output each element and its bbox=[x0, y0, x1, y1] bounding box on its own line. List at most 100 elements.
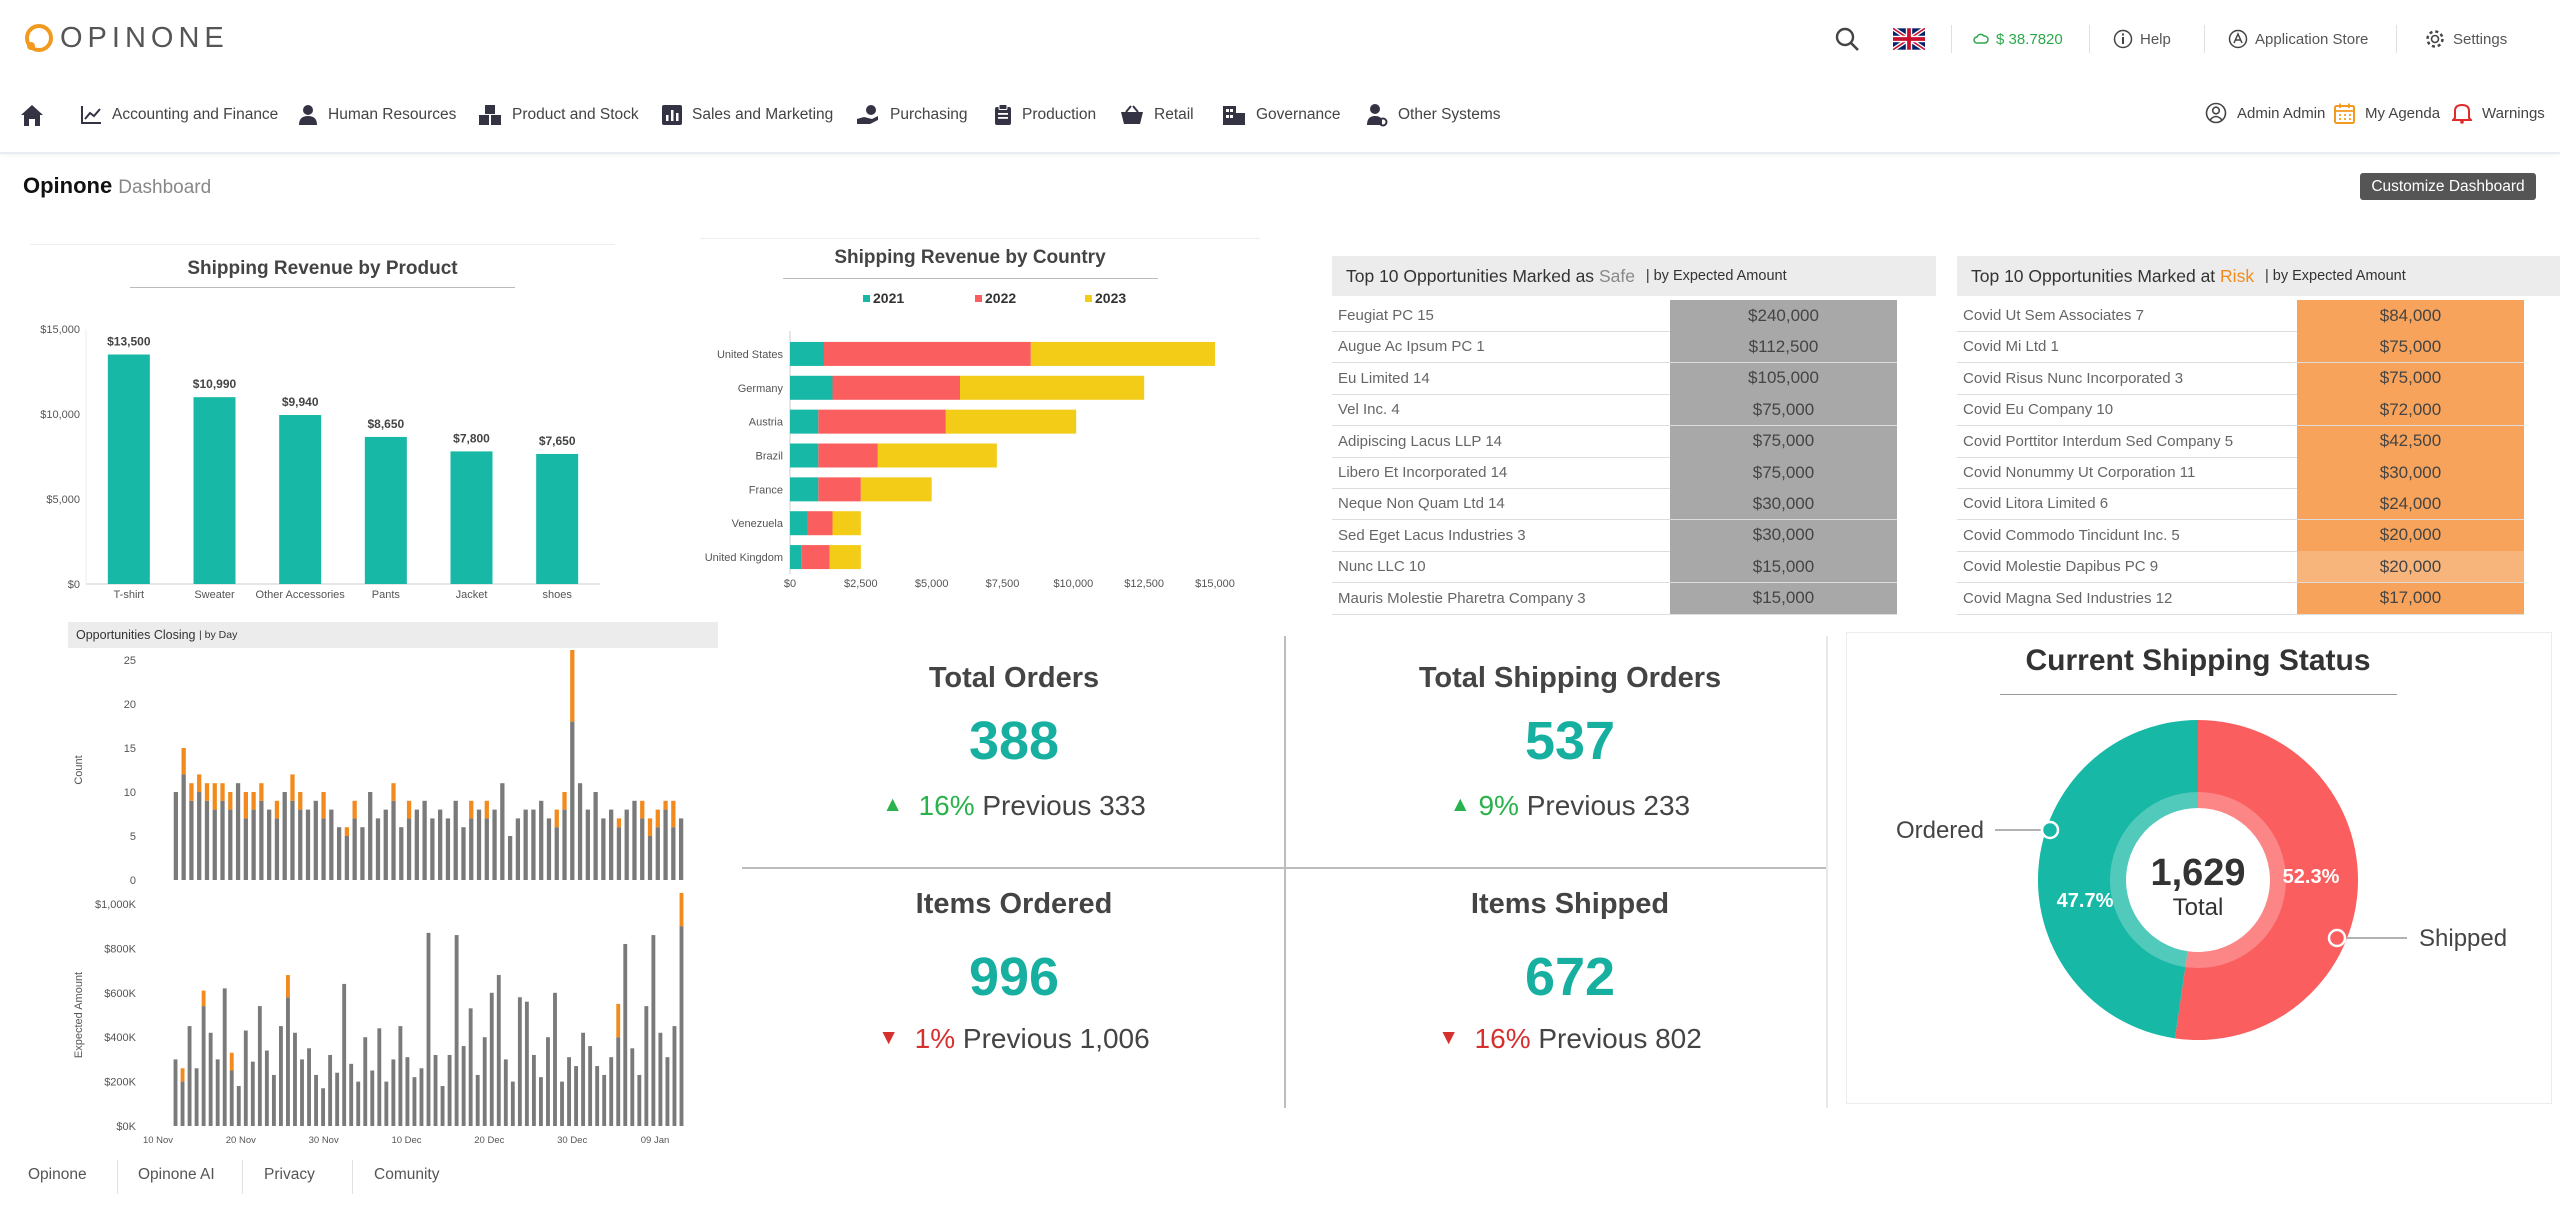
bar-segment bbox=[349, 1063, 354, 1126]
bar-segment bbox=[250, 1061, 255, 1126]
bar-segment bbox=[655, 809, 660, 828]
bar-segment bbox=[531, 1054, 536, 1126]
nav-human-resources[interactable]: Human Resources bbox=[298, 100, 456, 130]
risk-table-header: Top 10 Opportunities Marked at Risk | by… bbox=[1957, 256, 2560, 296]
legend-label: 2023 bbox=[1095, 290, 1126, 306]
donut-slice bbox=[2038, 720, 2198, 1039]
bar-segment bbox=[321, 818, 326, 880]
table-row[interactable]: Covid Ut Sem Associates 7 $84,000 bbox=[1957, 300, 2524, 332]
user-menu[interactable]: Admin Admin bbox=[2205, 98, 2325, 128]
bar-segment bbox=[286, 975, 290, 998]
table-row[interactable]: Eu Limited 14 $105,000 bbox=[1332, 362, 1897, 395]
bar-segment bbox=[453, 800, 458, 880]
table-row[interactable]: Adipiscing Lacus LLP 14 $75,000 bbox=[1332, 425, 1897, 458]
bar-segment bbox=[220, 783, 225, 801]
agenda-link[interactable]: My Agenda bbox=[2334, 98, 2440, 128]
table-row[interactable]: Covid Mi Ltd 1 $75,000 bbox=[1957, 331, 2524, 364]
app-logo[interactable]: OPINONE bbox=[22, 20, 229, 56]
nav-production[interactable]: Production bbox=[994, 100, 1096, 130]
bar-segment bbox=[475, 1074, 480, 1126]
table-row[interactable]: Covid Porttitor Interdum Sed Company 5 $4… bbox=[1957, 425, 2524, 458]
table-row[interactable]: Covid Risus Nunc Incorporated 3 $75,000 bbox=[1957, 362, 2524, 395]
app-store-link[interactable]: Application Store bbox=[2228, 27, 2368, 51]
app-store-icon bbox=[2228, 29, 2248, 49]
nav-other-systems[interactable]: Other Systems bbox=[1366, 100, 1501, 130]
table-row[interactable]: Covid Magna Sed Industries 12 $17,000 bbox=[1957, 582, 2524, 615]
bar-segment bbox=[637, 1074, 642, 1126]
bar-segment bbox=[679, 892, 684, 927]
customize-dashboard-button[interactable]: Customize Dashboard bbox=[2360, 173, 2536, 200]
nav-sales-marketing[interactable]: Sales and Marketing bbox=[662, 100, 833, 130]
bar-segment bbox=[251, 809, 256, 880]
x-tick-label: 20 Nov bbox=[226, 1135, 256, 1146]
expected-amount: $20,000 bbox=[2297, 551, 2524, 583]
balance-indicator[interactable]: $ 38.7820 bbox=[1973, 27, 2063, 51]
bar-segment bbox=[259, 783, 264, 801]
bar-segment bbox=[609, 1057, 614, 1126]
settings-link[interactable]: Settings bbox=[2424, 27, 2507, 51]
nav-governance[interactable]: Governance bbox=[1222, 100, 1340, 130]
table-row[interactable]: Libero Et Incorporated 14 $75,000 bbox=[1332, 457, 1897, 489]
bar-segment bbox=[829, 545, 861, 570]
footer-link-opinone-ai[interactable]: Opinone AI bbox=[138, 1166, 215, 1183]
nav-purchasing[interactable]: Purchasing bbox=[856, 100, 968, 130]
search-button[interactable] bbox=[1834, 27, 1867, 51]
footer-link-privacy[interactable]: Privacy bbox=[264, 1166, 315, 1183]
warnings-link[interactable]: Warnings bbox=[2452, 98, 2545, 128]
x-tick-label: 30 Dec bbox=[557, 1135, 587, 1146]
help-link[interactable]: Help bbox=[2113, 27, 2171, 51]
bar-segment bbox=[412, 1077, 417, 1126]
table-row[interactable]: Covid Litora Limited 6 $24,000 bbox=[1957, 488, 2524, 521]
app-store-label: Application Store bbox=[2255, 30, 2369, 48]
bar-segment bbox=[616, 1037, 621, 1126]
table-row[interactable]: Mauris Molestie Pharetra Company 3 $15,00… bbox=[1332, 582, 1897, 615]
safe-keyword: Safe bbox=[1598, 265, 1635, 286]
bar-segment bbox=[807, 511, 833, 536]
bar-segment bbox=[531, 809, 536, 880]
footer-link-community[interactable]: Comunity bbox=[374, 1166, 440, 1183]
legend-label: 2021 bbox=[873, 290, 904, 306]
table-row[interactable]: Neque Non Quam Ltd 14 $30,000 bbox=[1332, 488, 1897, 521]
table-row[interactable]: Nunc LLC 10 $15,000 bbox=[1332, 551, 1897, 584]
bar-segment bbox=[290, 800, 295, 880]
bar-segment bbox=[243, 792, 248, 819]
bar-segment bbox=[507, 836, 513, 880]
main-navigation: Accounting and Finance Human Resources P… bbox=[0, 90, 2560, 154]
bar-segment bbox=[593, 792, 598, 880]
bell-icon bbox=[2452, 103, 2472, 124]
bar-segment bbox=[678, 818, 684, 880]
opportunity-name: Neque Non Quam Ltd 14 bbox=[1338, 495, 1505, 513]
nav-accounting[interactable]: Accounting and Finance bbox=[80, 100, 278, 130]
bar-segment bbox=[398, 1026, 403, 1126]
bar-segment bbox=[204, 800, 210, 880]
table-row[interactable]: Covid Molestie Dapibus PC 9 $20,000 bbox=[1957, 551, 2524, 584]
bar-segment bbox=[570, 650, 575, 722]
bar-segment bbox=[201, 990, 206, 1007]
bar-segment bbox=[328, 1054, 333, 1126]
footer-link-opinone[interactable]: Opinone bbox=[28, 1166, 87, 1183]
kpi-delta-row: ▲ 16% Previous 333 bbox=[784, 790, 1244, 822]
bar-segment bbox=[546, 818, 552, 880]
table-row[interactable]: Covid Nonummy Ut Corporation 11 $30,000 bbox=[1957, 457, 2524, 489]
table-row[interactable]: Augue Ac Ipsum PC 1 $112,500 bbox=[1332, 331, 1897, 364]
kpi-title: Items Ordered bbox=[915, 888, 1113, 920]
bar-segment bbox=[430, 818, 435, 880]
table-row[interactable]: Vel Inc. 4 $75,000 bbox=[1332, 394, 1897, 427]
slice-label: Ordered bbox=[1896, 817, 1984, 844]
table-row[interactable]: Covid Eu Company 10 $72,000 bbox=[1957, 394, 2524, 427]
bar-segment bbox=[197, 774, 202, 792]
table-row[interactable]: Covid Commodo Tincidunt Inc. 5 $20,000 bbox=[1957, 519, 2524, 552]
bar-segment bbox=[562, 809, 567, 880]
nav-retail[interactable]: Retail bbox=[1120, 100, 1194, 130]
bar-segment bbox=[229, 1070, 234, 1126]
nav-product-stock[interactable]: Product and Stock bbox=[478, 100, 639, 130]
bar-segment bbox=[370, 1070, 375, 1126]
home-button[interactable] bbox=[18, 100, 56, 130]
table-row[interactable]: Sed Eget Lacus Industries 3 $30,000 bbox=[1332, 519, 1897, 552]
donut-center-label: Total bbox=[2173, 894, 2224, 921]
language-selector[interactable] bbox=[1893, 27, 1932, 51]
gear-icon bbox=[2426, 30, 2444, 48]
legend-label: 2022 bbox=[985, 290, 1016, 306]
bar-segment bbox=[271, 1074, 276, 1126]
table-row[interactable]: Feugiat PC 15 $240,000 bbox=[1332, 300, 1897, 332]
